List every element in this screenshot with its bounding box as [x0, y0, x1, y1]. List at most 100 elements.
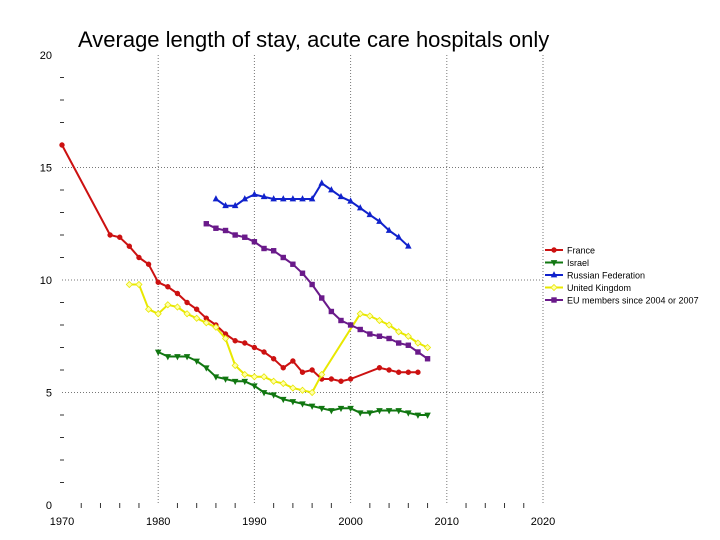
legend-label: EU members since 2004 or 2007: [567, 296, 699, 306]
data-point: [165, 284, 171, 290]
data-point: [155, 279, 161, 285]
axis: 0 5 10 15 20 1970 1980 1990 2000 2010 2020: [40, 50, 555, 528]
legend-marker: [550, 260, 558, 267]
series-line-united-kingdom: [129, 283, 429, 394]
data-point: [376, 217, 383, 224]
legend-marker: [550, 283, 558, 292]
legend-item-eu-members-since-2004-or-2007: EU members since 2004 or 2007: [545, 296, 699, 306]
data-point: [193, 314, 201, 322]
data-point: [241, 195, 249, 202]
legend-label: France: [567, 246, 595, 256]
series-france: [59, 142, 421, 384]
x-tick-label: 2000: [338, 516, 362, 528]
x-tick-label: 2020: [531, 516, 555, 528]
data-point: [203, 365, 210, 372]
data-point: [395, 328, 403, 336]
data-point: [366, 410, 374, 417]
data-point: [308, 388, 316, 397]
data-point: [222, 227, 229, 234]
y-tick-label: 10: [40, 275, 52, 287]
data-point: [173, 303, 182, 311]
data-point: [367, 331, 373, 337]
data-point: [174, 290, 181, 297]
grid: [62, 55, 544, 505]
data-point: [125, 280, 133, 289]
data-point: [386, 335, 392, 342]
data-point: [385, 226, 393, 233]
x-tick-label: 1980: [146, 516, 170, 528]
data-point: [318, 405, 325, 413]
data-point: [395, 408, 402, 415]
x-tick-label: 1970: [50, 516, 74, 528]
data-point: [260, 373, 268, 381]
data-point: [299, 401, 306, 408]
data-point: [375, 316, 384, 325]
data-point: [328, 376, 335, 382]
series-united-kingdom: [125, 280, 432, 397]
data-point: [309, 367, 315, 373]
data-point: [328, 408, 335, 415]
legend-label: United Kingdom: [567, 283, 631, 293]
chart-title: Average length of stay, acute care hospi…: [78, 27, 549, 52]
data-point: [290, 358, 296, 364]
data-point: [405, 410, 412, 417]
data-point: [270, 356, 277, 362]
data-point: [299, 195, 306, 202]
data-point: [376, 333, 383, 339]
data-point: [203, 221, 209, 227]
data-point: [385, 408, 393, 415]
y-tick-label: 15: [40, 163, 52, 175]
legend-item-israel: Israel: [545, 258, 589, 268]
data-point: [145, 305, 153, 313]
data-point: [356, 410, 364, 417]
data-point: [270, 392, 277, 399]
data-point: [424, 412, 431, 419]
data-point: [405, 242, 412, 249]
data-point: [405, 342, 412, 348]
data-point: [250, 373, 258, 381]
data-point: [386, 367, 392, 373]
data-point: [356, 204, 364, 211]
series-israel: [154, 349, 431, 419]
legend-item-united-kingdom: United Kingdom: [545, 283, 631, 293]
legend-marker: [551, 297, 557, 303]
legend-item-france: France: [545, 246, 595, 256]
data-point: [231, 378, 239, 386]
y-tick-label: 5: [46, 388, 52, 400]
data-point: [270, 377, 278, 385]
data-point: [232, 338, 238, 344]
data-point: [280, 195, 287, 202]
data-point: [213, 225, 219, 231]
series-line-eu-members-since-2004-or-2007: [205, 222, 429, 360]
x-tick-label: 1990: [242, 516, 266, 528]
legend-label: Israel: [567, 258, 589, 268]
data-point: [107, 232, 113, 238]
data-point: [117, 234, 123, 240]
data-point: [242, 234, 248, 240]
data-point: [309, 281, 315, 288]
data-point: [405, 369, 412, 375]
data-point: [251, 383, 258, 390]
data-point: [414, 412, 422, 419]
data-point: [202, 319, 210, 327]
legend-label: Russian Federation: [567, 271, 645, 281]
series-russian-federation: [212, 179, 412, 249]
data-point: [193, 306, 200, 312]
data-point: [126, 243, 133, 249]
data-point: [308, 195, 316, 202]
data-point: [376, 408, 383, 415]
data-point: [395, 340, 402, 346]
data-point: [136, 254, 142, 261]
legend-marker: [551, 247, 557, 253]
data-point: [395, 233, 402, 240]
data-point: [270, 195, 277, 202]
data-point: [174, 354, 181, 361]
y-tick-label: 20: [40, 50, 52, 62]
data-point: [366, 210, 374, 218]
data-point: [270, 248, 277, 254]
data-point: [232, 232, 238, 238]
data-point: [154, 310, 162, 318]
data-point: [280, 365, 286, 371]
data-point: [251, 190, 258, 197]
data-point: [261, 349, 267, 355]
